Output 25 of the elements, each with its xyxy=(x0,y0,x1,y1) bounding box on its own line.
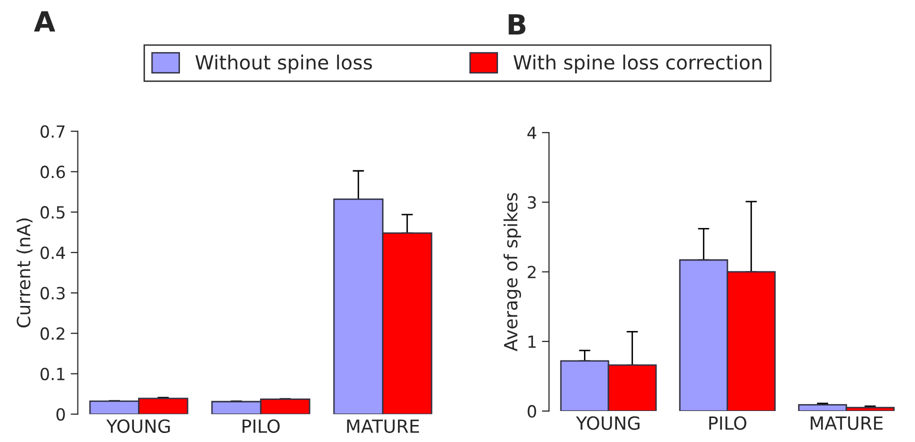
chart-title: A xyxy=(34,11,56,32)
y-tick-label: 3 xyxy=(528,196,536,209)
y-tick-label: 0.6 xyxy=(40,166,65,178)
x-tick-label: YOUNG xyxy=(106,419,170,433)
y-tick-label: 4 xyxy=(527,126,536,139)
y-tick-label: 0.3 xyxy=(40,286,65,300)
y-tick-label: 0.5 xyxy=(40,206,65,219)
x-tick-label: PILO xyxy=(709,416,746,430)
legend-label: Without spine loss xyxy=(195,54,372,74)
legend-label: With spine loss correction xyxy=(514,54,762,74)
x-tick-label: YOUNG xyxy=(576,416,640,430)
y-tick-label: 1 xyxy=(528,336,536,348)
x-tick-label: MATURE xyxy=(810,416,883,430)
y-tick-label: 0.4 xyxy=(40,246,66,260)
y-tick-label: 2 xyxy=(528,266,536,278)
y-tick-label: 0 xyxy=(528,405,536,418)
x-tick-label: PILO xyxy=(242,419,280,433)
y-tick-label: 0.7 xyxy=(40,125,65,138)
y-tick-label: 0 xyxy=(56,408,65,421)
y-axis-title: Average of spikes xyxy=(504,193,522,352)
y-tick-label: 0.2 xyxy=(40,327,64,340)
chart-title: B xyxy=(508,14,526,34)
y-tick-label: 0.1 xyxy=(40,368,64,380)
x-tick-label: MATURE xyxy=(347,420,419,433)
y-axis-title: Current (nA) xyxy=(16,218,33,328)
